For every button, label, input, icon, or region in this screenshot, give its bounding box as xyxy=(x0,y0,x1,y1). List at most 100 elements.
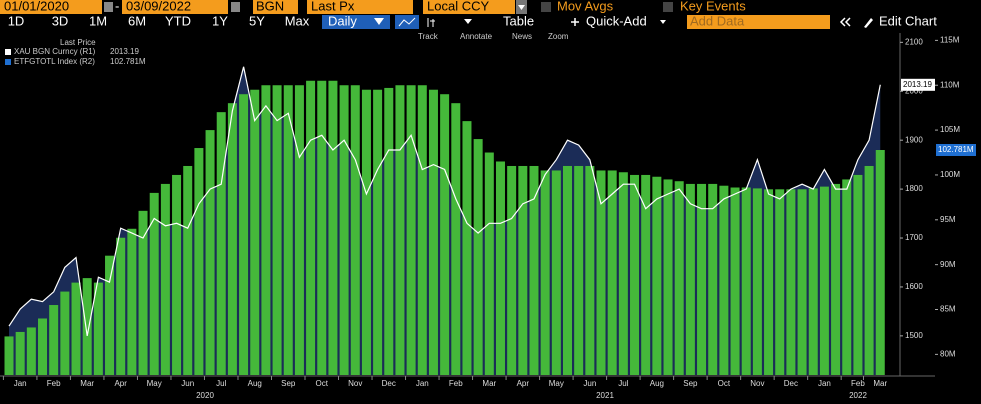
period-button[interactable]: Max xyxy=(285,13,310,28)
period-button[interactable]: 1Y xyxy=(212,13,228,28)
x-tick-label: Feb xyxy=(47,379,61,388)
bar xyxy=(630,174,640,375)
bar xyxy=(328,80,338,375)
calendar-icon[interactable] xyxy=(231,2,240,12)
bar xyxy=(71,282,81,375)
checkbox[interactable] xyxy=(663,2,673,12)
chart-tool[interactable]: News xyxy=(512,32,532,41)
currency[interactable]: Local CCY xyxy=(427,0,489,13)
bar xyxy=(49,305,59,375)
x-tick-label: Dec xyxy=(784,379,798,388)
period-button[interactable]: 6M xyxy=(128,13,146,28)
bar xyxy=(350,85,360,376)
chart-tool[interactable]: Annotate xyxy=(460,32,493,41)
bar xyxy=(641,174,651,375)
bar xyxy=(708,183,718,375)
quick-add[interactable]: Quick-Add xyxy=(586,13,647,28)
y-tick-label: 2100 xyxy=(905,37,923,46)
period-button[interactable]: 3D xyxy=(52,13,69,28)
bar xyxy=(507,165,517,375)
bar xyxy=(831,183,841,375)
x-tick-label: May xyxy=(549,379,564,388)
dropdown-arrow xyxy=(374,18,384,25)
y2-tick-label: 110M xyxy=(940,80,960,89)
bar xyxy=(451,103,461,376)
bar xyxy=(440,94,450,376)
bar xyxy=(149,192,159,375)
dropdown-arrow[interactable] xyxy=(464,19,472,24)
bar xyxy=(239,94,249,376)
bar-icon[interactable] xyxy=(427,18,435,27)
period-button[interactable]: 5Y xyxy=(249,13,265,28)
bar xyxy=(15,331,25,375)
bar xyxy=(864,165,874,375)
x-tick-label: Jul xyxy=(618,379,628,388)
pricing-source[interactable]: BGN xyxy=(256,0,284,13)
bar xyxy=(719,185,729,375)
field-field[interactable] xyxy=(307,0,413,14)
bar xyxy=(261,85,271,376)
calendar-icon[interactable] xyxy=(104,2,113,12)
dropdown-arrow xyxy=(518,5,525,10)
x-tick-label: Feb xyxy=(449,379,463,388)
bar xyxy=(127,228,137,375)
line-icon xyxy=(398,17,416,27)
y2-tick-label: 80M xyxy=(940,349,956,358)
checkbox[interactable] xyxy=(541,2,551,12)
bar xyxy=(797,189,807,375)
period-button[interactable]: YTD xyxy=(165,13,191,28)
x-tick-label: Aug xyxy=(248,379,262,388)
bar xyxy=(853,174,863,375)
chart-tool[interactable]: Zoom xyxy=(548,32,569,41)
legend-swatch xyxy=(5,59,11,65)
end-date[interactable]: 03/09/2022 xyxy=(126,0,191,13)
x-tick-label: Apr xyxy=(114,379,127,388)
bar xyxy=(819,186,829,375)
chart-tool[interactable]: Track xyxy=(418,32,439,41)
x-tick-label: Mar xyxy=(873,379,887,388)
period-button[interactable]: 1D xyxy=(8,13,25,28)
bar xyxy=(685,183,695,375)
edit-chart[interactable]: Edit Chart xyxy=(879,13,937,28)
legend-label: ETFGTOTL Index (R2) xyxy=(14,57,95,66)
bar xyxy=(607,170,617,375)
bar xyxy=(551,170,561,375)
year-label: 2022 xyxy=(849,391,867,400)
period-button[interactable]: 1M xyxy=(89,13,107,28)
y-tick-label: 1900 xyxy=(905,135,923,144)
add-data[interactable]: Add Data xyxy=(690,13,745,28)
x-tick-label: Jun xyxy=(583,379,596,388)
source-field[interactable] xyxy=(253,0,298,14)
bar xyxy=(406,85,416,376)
start-date[interactable]: 01/01/2020 xyxy=(4,0,69,13)
mov-avgs[interactable]: Mov Avgs xyxy=(557,0,614,13)
end-date-field[interactable] xyxy=(122,0,228,14)
bar xyxy=(764,189,774,375)
bar xyxy=(775,189,785,375)
field[interactable]: Last Px xyxy=(311,0,355,13)
legend-label: XAU BGN Curncy (R1) xyxy=(14,47,96,56)
start-date-field[interactable] xyxy=(0,0,102,14)
frequency-button[interactable] xyxy=(322,15,390,29)
bar xyxy=(317,80,327,375)
bar xyxy=(283,85,293,376)
table[interactable]: Table xyxy=(503,13,534,28)
bar xyxy=(495,161,505,375)
last-value-label: 2013.19 xyxy=(903,80,932,89)
bar xyxy=(272,85,282,376)
bar xyxy=(808,188,818,375)
last-value-label: 102.781M xyxy=(938,145,974,154)
key-events[interactable]: Key Events xyxy=(680,0,746,13)
y-tick-label: 1500 xyxy=(905,331,923,340)
bar xyxy=(674,181,684,375)
currency-field[interactable] xyxy=(423,0,515,14)
year-label: 2021 xyxy=(596,391,614,400)
date-separator: - xyxy=(115,0,119,13)
bar xyxy=(172,174,182,375)
dropdown-arrow xyxy=(660,20,666,24)
collapse-icon[interactable] xyxy=(839,17,851,27)
add-data-field[interactable] xyxy=(687,15,830,29)
frequency[interactable]: Daily xyxy=(328,13,357,28)
x-tick-label: Apr xyxy=(517,379,530,388)
bar xyxy=(216,112,226,376)
